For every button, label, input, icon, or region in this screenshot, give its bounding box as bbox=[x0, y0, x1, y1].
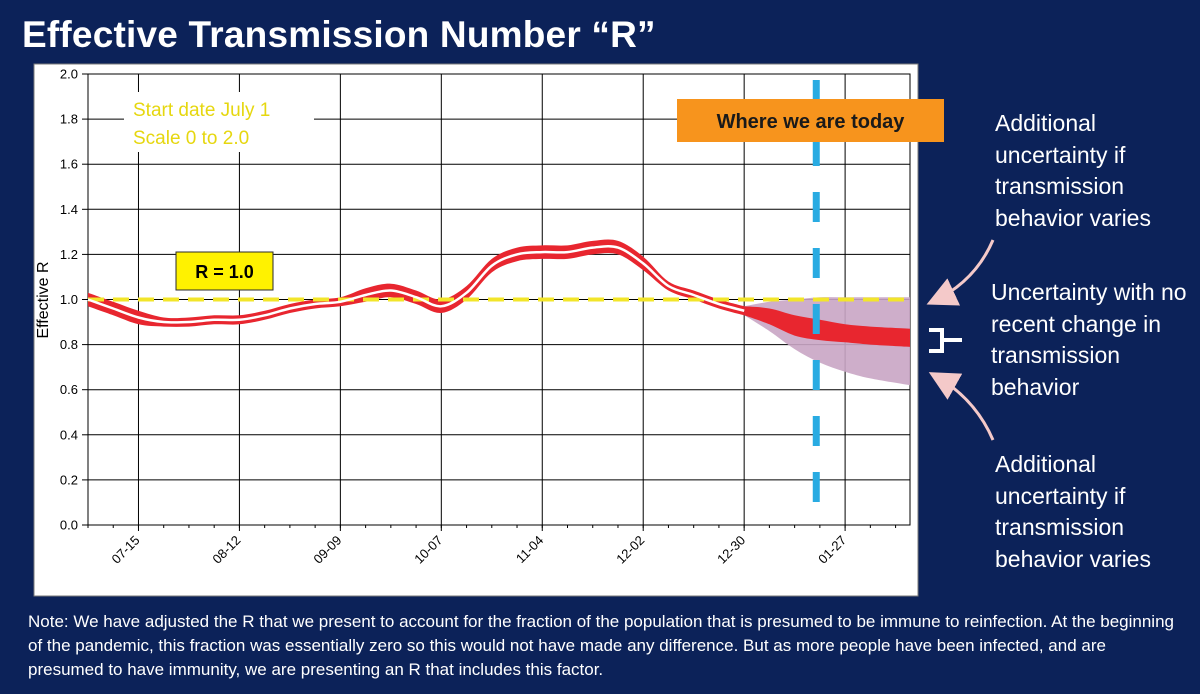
y-tick-label: 0.2 bbox=[60, 472, 78, 487]
note-top: Additional uncertainty if transmission b… bbox=[995, 110, 1151, 231]
y-tick-label: 1.2 bbox=[60, 247, 78, 262]
y-tick-label: 0.4 bbox=[60, 427, 78, 442]
slide-title: Effective Transmission Number “R” bbox=[22, 14, 656, 55]
today-label-box bbox=[677, 99, 944, 142]
projection-band-narrow bbox=[744, 306, 910, 347]
historical-band bbox=[88, 239, 745, 327]
start-date-annotation-bg bbox=[124, 92, 314, 152]
y-tick-label: 1.4 bbox=[60, 202, 78, 217]
today-label-text: Where we are today bbox=[717, 111, 906, 133]
arrow-bottom-icon bbox=[928, 372, 995, 441]
bracket-icon bbox=[929, 328, 962, 353]
y-tick-label: 1.0 bbox=[60, 292, 78, 307]
reference-label-box bbox=[175, 251, 274, 291]
y-axis-label: Effective R bbox=[35, 261, 52, 338]
reference-label-text: R = 1.0 bbox=[195, 262, 254, 282]
series-lines bbox=[87, 80, 910, 523]
start-date-annotation-line1: Start date July 1 bbox=[133, 100, 270, 121]
footnote: Note: We have adjusted the R that we pre… bbox=[28, 612, 1174, 679]
y-tick-label: 1.6 bbox=[60, 157, 78, 172]
y-tick-label: 0.0 bbox=[60, 518, 78, 533]
y-tick-label: 0.8 bbox=[60, 337, 78, 352]
y-tick-label: 2.0 bbox=[60, 67, 78, 82]
note-bottom: Additional uncertainty if transmission b… bbox=[995, 451, 1151, 572]
note-middle: Uncertainty with no recent change in tra… bbox=[991, 279, 1187, 400]
y-tick-label: 1.8 bbox=[60, 112, 78, 127]
arrow-top-icon bbox=[926, 239, 995, 306]
start-date-annotation-line2: Scale 0 to 2.0 bbox=[133, 128, 249, 149]
y-tick-label: 0.6 bbox=[60, 382, 78, 397]
uncertainty-bands bbox=[88, 239, 910, 386]
central-estimate-line bbox=[87, 245, 745, 324]
